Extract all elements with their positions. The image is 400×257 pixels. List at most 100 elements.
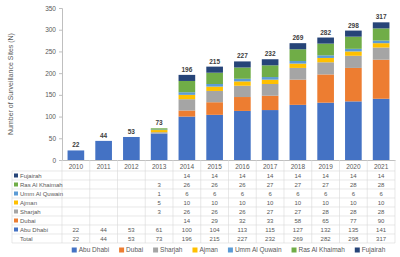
row-label: Sharjah bbox=[20, 209, 41, 215]
bar bbox=[262, 65, 279, 77]
table-cell: 14 bbox=[211, 173, 218, 179]
table-cell: 53 bbox=[128, 236, 135, 242]
legend-label: Fujairah bbox=[362, 246, 386, 254]
total-label: 269 bbox=[292, 34, 303, 41]
bar bbox=[206, 102, 223, 115]
table-cell: 6 bbox=[352, 191, 356, 197]
bar bbox=[373, 43, 390, 47]
row-label: Abu Dhabi bbox=[20, 227, 48, 233]
bar bbox=[151, 132, 168, 133]
table-cell: 22 bbox=[73, 236, 80, 242]
tick: 2020 bbox=[346, 160, 361, 170]
table-cell: 44 bbox=[100, 227, 107, 233]
table-cell: 10 bbox=[378, 200, 385, 206]
table-swatch bbox=[14, 228, 18, 232]
bar bbox=[317, 55, 334, 58]
bar bbox=[290, 61, 307, 64]
tick: 2019 bbox=[318, 160, 333, 170]
tick: 150 bbox=[45, 91, 62, 98]
table-cell: 28 bbox=[350, 209, 357, 215]
bar bbox=[317, 44, 334, 56]
bar bbox=[234, 111, 251, 160]
table-cell: 65 bbox=[322, 218, 329, 224]
table-cell: 10 bbox=[211, 200, 218, 206]
bar bbox=[345, 51, 362, 55]
table-cell: 73 bbox=[156, 236, 163, 242]
bar bbox=[345, 49, 362, 52]
tick-label: 100 bbox=[45, 113, 56, 120]
legend-label: Sharjah bbox=[160, 246, 183, 254]
bar bbox=[345, 31, 362, 37]
table-cell: 141 bbox=[376, 227, 387, 233]
table-cell: 44 bbox=[100, 236, 107, 242]
tick-mark bbox=[59, 117, 62, 118]
tick: 0 bbox=[52, 157, 62, 164]
total-label: 44 bbox=[100, 132, 108, 139]
bar bbox=[317, 74, 334, 102]
table-line bbox=[367, 160, 368, 243]
table-line bbox=[12, 198, 395, 199]
bar bbox=[262, 59, 279, 65]
total-label: 227 bbox=[237, 52, 248, 59]
table-cell: 6 bbox=[213, 191, 217, 197]
bar bbox=[234, 61, 251, 67]
table-cell: 127 bbox=[293, 227, 304, 233]
bar bbox=[206, 67, 223, 73]
bar bbox=[123, 137, 140, 160]
table-cell: 26 bbox=[211, 182, 218, 188]
table-cell: 10 bbox=[184, 200, 191, 206]
axis-title: Number of Surveillance Sites (N) bbox=[7, 33, 15, 135]
table-line bbox=[117, 160, 118, 243]
table-line bbox=[12, 171, 13, 243]
total-labels: 22445373196215227232269282298317 bbox=[72, 13, 387, 148]
table-line bbox=[12, 234, 395, 235]
tick-label: 2017 bbox=[263, 163, 278, 170]
bar bbox=[179, 95, 196, 99]
table-cell: 135 bbox=[348, 227, 359, 233]
bar bbox=[262, 84, 279, 96]
legend-label: Ajman bbox=[199, 246, 218, 254]
bar bbox=[179, 110, 196, 116]
table-line bbox=[12, 180, 395, 181]
table-cell: 1 bbox=[157, 191, 161, 197]
total-label: 53 bbox=[128, 128, 136, 135]
tick-label: 2016 bbox=[235, 163, 250, 170]
bar bbox=[262, 77, 279, 80]
table-cell: 26 bbox=[211, 209, 218, 215]
bar bbox=[179, 99, 196, 110]
table-cell: 10 bbox=[295, 200, 302, 206]
table-cell: 14 bbox=[184, 218, 191, 224]
tick: 100 bbox=[45, 113, 62, 120]
tick-label: 150 bbox=[45, 91, 56, 98]
legend-label: Dubai bbox=[126, 246, 143, 253]
tick-mark bbox=[59, 8, 62, 9]
tick: 2011 bbox=[97, 160, 111, 170]
chart: 0501001502002503003502010201120122013201… bbox=[0, 0, 400, 257]
table-swatch bbox=[14, 174, 18, 178]
bar bbox=[262, 110, 279, 160]
bar bbox=[179, 117, 196, 160]
table-cell: 6 bbox=[379, 191, 383, 197]
table-line bbox=[12, 225, 395, 226]
bar-series bbox=[151, 43, 390, 132]
legend-swatch bbox=[355, 248, 360, 253]
table-cell: 33 bbox=[267, 218, 274, 224]
table-line bbox=[12, 189, 395, 190]
table-cell: 269 bbox=[293, 236, 304, 242]
tick: 2018 bbox=[291, 160, 306, 170]
bar bbox=[179, 75, 196, 81]
table-cell: 26 bbox=[239, 209, 246, 215]
table-cell: 28 bbox=[378, 209, 385, 215]
bar bbox=[373, 48, 390, 60]
tick-mark bbox=[59, 73, 62, 74]
tick-label: 250 bbox=[45, 48, 56, 55]
row-label: Total bbox=[20, 236, 33, 242]
bar bbox=[151, 128, 168, 129]
table-cell: 196 bbox=[182, 236, 193, 242]
tick-label: 2018 bbox=[291, 163, 306, 170]
bar bbox=[345, 101, 362, 160]
bar bbox=[345, 56, 362, 68]
table-line bbox=[173, 160, 174, 243]
table-swatch bbox=[14, 219, 18, 223]
table-cell: 6 bbox=[296, 191, 300, 197]
